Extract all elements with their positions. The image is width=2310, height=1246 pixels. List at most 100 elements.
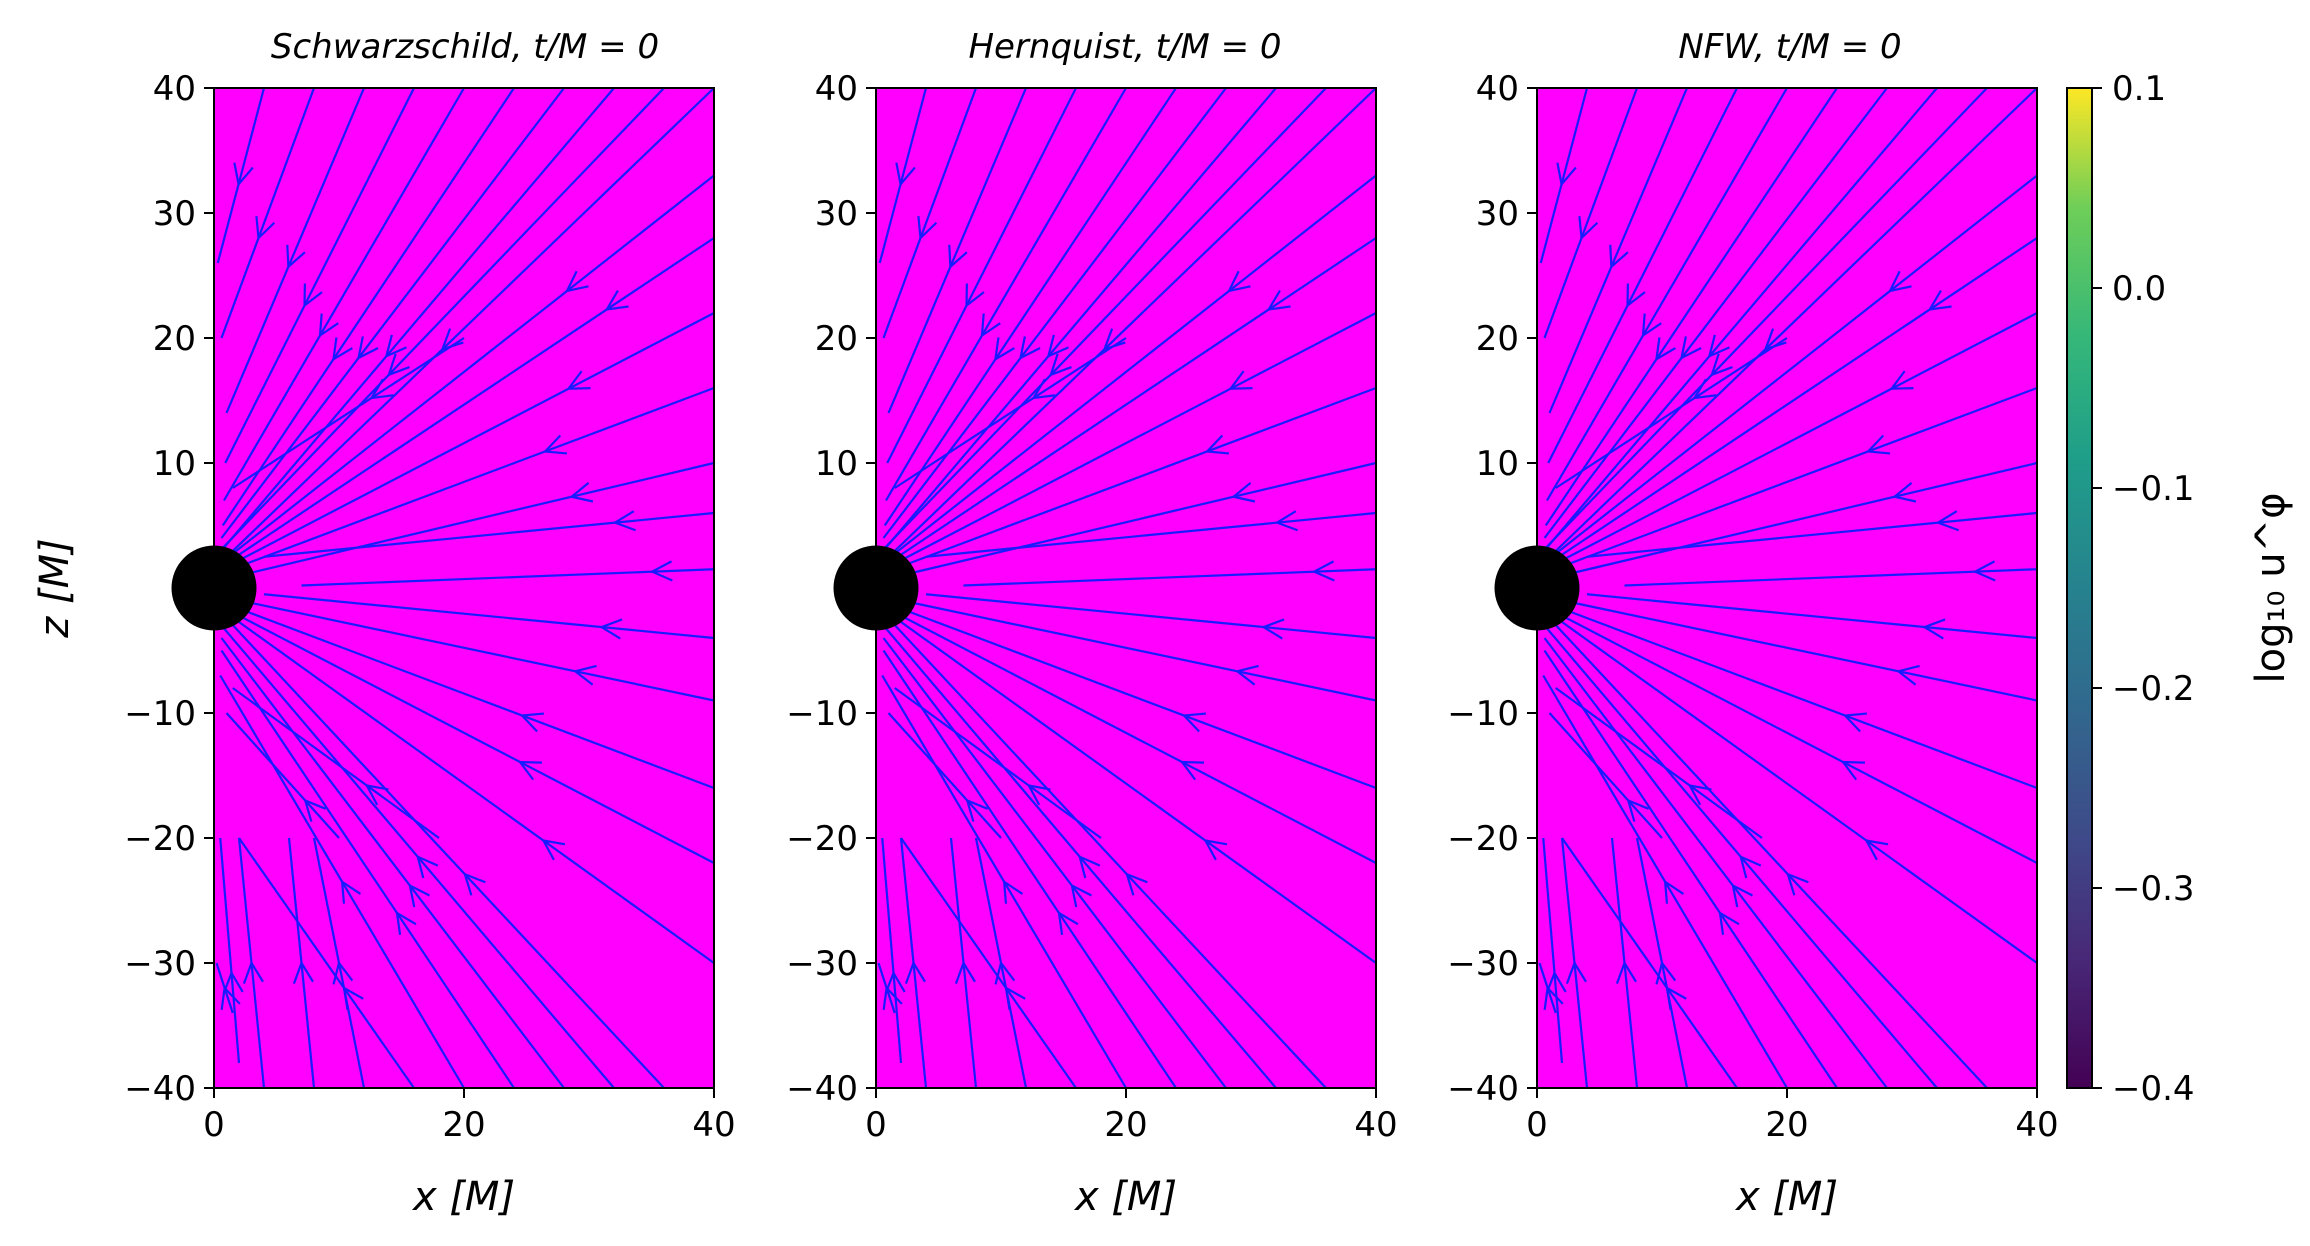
stream-arrow: [1204, 434, 1230, 455]
x-axis-label: x [M]: [1073, 1174, 1177, 1220]
stream-arrow: [233, 162, 254, 187]
streamline: [1542, 87, 2038, 564]
y-tick-label: 10: [153, 444, 196, 484]
streamline: [1551, 312, 2038, 567]
panel-title: NFW, t/M = 0: [1678, 27, 1901, 67]
stream-arrow: [566, 370, 591, 390]
stream-arrow: [965, 798, 989, 822]
stream-arrow: [303, 283, 323, 308]
x-tick-label: 20: [1104, 1105, 1147, 1145]
streamline: [1556, 605, 2038, 790]
streamline: [224, 87, 415, 464]
streamline: [1548, 712, 1663, 839]
stream-arrow: [332, 337, 353, 362]
streamline: [251, 601, 715, 702]
streamline: [1542, 87, 1988, 552]
y-tick-label: −40: [1447, 1069, 1519, 1109]
streamline: [223, 174, 715, 562]
streamline: [1543, 87, 1938, 552]
stream-arrow: [1655, 960, 1677, 985]
stream-arrow: [1231, 482, 1256, 503]
streamline: [1546, 87, 1788, 502]
streamline: [883, 87, 1177, 527]
stream-arrow: [1070, 883, 1092, 908]
y-tick-label: −10: [1447, 694, 1519, 734]
stream-arrow: [1663, 879, 1685, 904]
streamline: [1548, 87, 1689, 414]
y-tick-label: −30: [786, 944, 858, 984]
colorbar-tick-label: 0.1: [2112, 69, 2166, 109]
y-tick-label: 20: [153, 319, 196, 359]
x-tick-label: 40: [1354, 1105, 1397, 1145]
streamline: [1543, 612, 1988, 1089]
stream-arrow: [1842, 712, 1868, 733]
streamline: [881, 837, 903, 1064]
y-tick-label: −30: [1447, 944, 1519, 984]
streamline: [893, 386, 1377, 571]
y-tick-label: 40: [153, 69, 196, 109]
streamline: [1574, 601, 2038, 702]
x-ticks: 0 20 40: [203, 1088, 736, 1145]
y-tick-label: −30: [124, 944, 196, 984]
streamline: [1551, 609, 2038, 864]
y-tick-label: −20: [124, 819, 196, 859]
stream-arrow: [1840, 760, 1866, 781]
streamline: [1548, 237, 2038, 564]
stream-arrow: [222, 970, 244, 994]
colorbar-tick-label: 0.0: [2112, 269, 2166, 309]
streamline: [1561, 461, 2038, 577]
streamline: [1586, 511, 2038, 558]
stream-arrow: [1641, 313, 1662, 338]
stream-arrow: [1895, 664, 1920, 686]
y-tick-label: 20: [815, 319, 858, 359]
streamline: [231, 386, 715, 571]
streamline: [1547, 87, 1738, 464]
streamline: [301, 568, 715, 587]
stream-arrow: [1102, 328, 1126, 352]
stream-arrow: [994, 337, 1015, 362]
stream-arrow: [904, 960, 926, 985]
stream-arrow: [340, 879, 362, 904]
streamline: [890, 312, 1377, 567]
streamline: [221, 87, 515, 527]
colorbar-tick-label: −0.2: [2112, 669, 2195, 709]
x-tick-label: 40: [692, 1105, 735, 1145]
colorbar-tick-label: −0.3: [2112, 869, 2195, 909]
stream-arrow: [1228, 370, 1253, 390]
x-tick-label: 0: [1526, 1105, 1548, 1145]
colorbar-ticks: 0.1 0.0 −0.1 −0.2 −0.3 −0.4: [2092, 69, 2195, 1109]
plot-area: [1537, 88, 2037, 1088]
y-tick-label: −20: [1447, 819, 1519, 859]
stream-arrow: [1888, 270, 1912, 293]
stream-arrow: [612, 510, 637, 532]
stream-arrow: [1026, 784, 1051, 806]
streamline: [894, 687, 1102, 839]
stream-arrow: [1655, 337, 1676, 362]
stream-arrow: [1266, 289, 1291, 311]
stream-arrow: [980, 313, 1001, 338]
streamline: [1555, 337, 1788, 489]
streamline: [882, 649, 1177, 1089]
streamline: [225, 612, 715, 964]
stream-arrow: [1203, 839, 1228, 861]
stream-arrow: [649, 560, 673, 582]
streamline: [228, 312, 715, 567]
streamline: [882, 637, 1227, 1089]
streamline: [232, 337, 465, 489]
x-ticks: 0 20 40: [865, 1088, 1398, 1145]
stream-arrow: [1972, 560, 1996, 582]
streamline: [220, 87, 316, 339]
streamline: [225, 712, 340, 839]
stream-arrow: [1692, 378, 1717, 400]
y-tick-label: 0: [174, 569, 196, 609]
streamline: [900, 461, 1377, 577]
x-tick-label: 0: [865, 1105, 887, 1145]
stream-arrow: [387, 353, 410, 377]
plot-area: [214, 88, 714, 1088]
stream-arrow: [395, 910, 417, 935]
stream-arrow: [220, 985, 241, 1010]
stream-arrow: [1018, 336, 1041, 361]
x-tick-label: 20: [1765, 1105, 1808, 1145]
